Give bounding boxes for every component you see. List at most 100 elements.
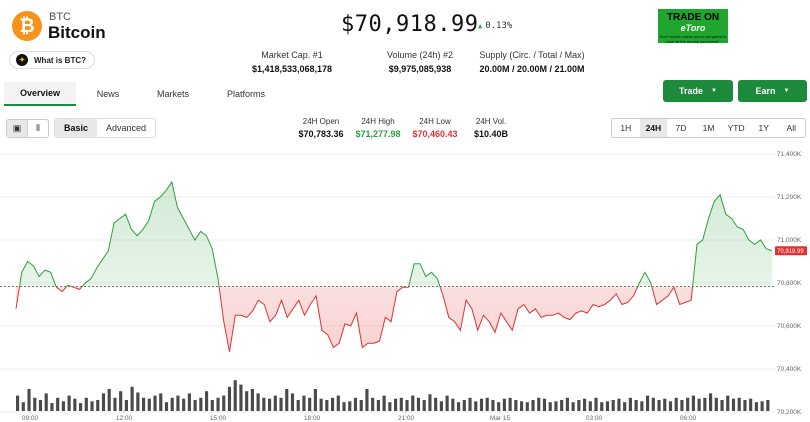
y-tick-label: 70,800K [777, 280, 802, 287]
volume-bar [348, 401, 352, 411]
volume-bars [16, 380, 770, 411]
volume-bar [353, 397, 358, 411]
volume-bar [571, 402, 575, 411]
volume-bar [21, 402, 25, 411]
market-cap-stat: Market Cap. #1 $1,418,533,068,178 [236, 50, 348, 74]
volume-bar [84, 397, 88, 411]
volume-bar [577, 400, 581, 411]
volume-bar [124, 400, 128, 411]
range-24h[interactable]: 24H [639, 119, 668, 137]
volume-bar [405, 400, 409, 411]
y-tick-label: 70,600K [777, 323, 802, 330]
volume-bar [565, 397, 569, 411]
range-ytd[interactable]: YTD [727, 123, 745, 133]
vol-value: $10.40B [473, 129, 509, 139]
volume-bar [273, 395, 277, 411]
volume-bar [737, 397, 741, 411]
y-tick-label: 70,200K [777, 409, 802, 416]
coin-symbol: BTC [49, 11, 71, 23]
price-change: ▲ 0.13% [478, 21, 512, 31]
volume-bar [439, 401, 443, 411]
volume-stat: Volume (24h) #2 $9,975,085,938 [364, 50, 476, 74]
trade-label: Trade [679, 86, 704, 96]
earn-button[interactable]: Earn ▼ [738, 80, 807, 102]
volume-bar [754, 402, 758, 411]
advanced-mode-button[interactable]: Advanced [106, 123, 147, 133]
y-tick-label: 71,400K [777, 151, 802, 158]
x-tick-label: 15:00 [210, 415, 227, 422]
tab-overview[interactable]: Overview [4, 82, 76, 106]
volume-bar [394, 398, 398, 411]
volume-bar [491, 400, 495, 411]
low-stat: 24H Low $70,460.43 [405, 117, 465, 139]
up-arrow-icon: ▲ [478, 22, 483, 30]
volume-bar [279, 397, 283, 411]
volume-bar [222, 395, 226, 411]
volume-bar [714, 397, 718, 411]
volume-24h-stat: 24H Vol. $10.40B [466, 117, 516, 139]
candlestick-icon[interactable]: ⫴ [36, 123, 40, 133]
volume-bar [119, 391, 123, 411]
volume-bar [336, 395, 340, 411]
range-7d[interactable]: 7D [675, 123, 687, 133]
volume-bar [600, 402, 604, 411]
range-1y[interactable]: 1Y [758, 123, 769, 133]
volume-bar [331, 397, 335, 411]
volume-bar [193, 400, 197, 411]
volume-bar [302, 395, 306, 411]
volume-bar [147, 398, 151, 411]
bitcoin-logo-icon: ₿ [12, 11, 42, 41]
volume-bar [485, 397, 489, 411]
volume-bar [164, 402, 169, 411]
low-label: 24H Low [419, 117, 451, 126]
volume-bar [720, 400, 724, 411]
volume-bar [674, 397, 678, 411]
volume-bar [680, 400, 684, 411]
volume-bar [554, 401, 558, 411]
x-tick-label: 03:00 [586, 415, 603, 422]
volume-bar [640, 401, 644, 411]
volume-bar [239, 384, 243, 411]
line-chart-icon[interactable]: ▣ [7, 120, 28, 137]
volume-bar [399, 397, 403, 411]
volume-bar [462, 400, 466, 411]
tab-news[interactable]: News [96, 89, 120, 99]
what-is-button[interactable]: ✦ What is BTC? [9, 51, 95, 69]
volume-bar [657, 400, 661, 411]
volume-bar [628, 397, 632, 411]
volume-bar [27, 389, 31, 411]
volume-bar [766, 400, 770, 411]
x-tick-label: 09:00 [22, 415, 39, 422]
y-axis: 71,400K 71,200K 71,000K 70,800K 70,600K 70,40… [777, 151, 802, 416]
trade-button[interactable]: Trade ▼ [663, 80, 733, 102]
volume-bar [382, 395, 386, 411]
volume-bar [583, 398, 587, 411]
y-tick-label: 71,000K [777, 237, 802, 244]
x-tick-label: Mar 15 [490, 415, 511, 422]
volume-bar [548, 402, 552, 411]
range-1h[interactable]: 1H [620, 123, 632, 133]
volume-bar [651, 397, 655, 411]
basic-mode-button[interactable]: Basic [55, 119, 98, 137]
volume-bar [594, 397, 598, 411]
open-label: 24H Open [302, 117, 340, 126]
range-all[interactable]: All [786, 123, 796, 133]
volume-bar [474, 401, 478, 411]
volume-bar [67, 395, 71, 411]
etoro-ad-banner[interactable]: TRADE ON eToro Don't invest unless you'r… [658, 9, 728, 44]
range-1m[interactable]: 1M [702, 123, 715, 133]
tab-platforms[interactable]: Platforms [226, 89, 265, 99]
volume-bar [588, 401, 592, 411]
volume-bar [187, 393, 191, 411]
area-above-open [19, 181, 772, 287]
current-price: $70,918.99 [341, 12, 479, 37]
price-chart[interactable]: 71,400K 71,200K 71,000K 70,800K 70,600K 70,40… [0, 148, 810, 422]
volume-bar [308, 397, 312, 411]
volume-bar [365, 389, 369, 411]
price-area [16, 181, 772, 352]
volume-bar [233, 380, 237, 411]
volume-bar [623, 402, 627, 411]
tab-markets[interactable]: Markets [156, 89, 189, 99]
x-tick-label: 06:00 [680, 415, 697, 422]
volume-bar [416, 397, 421, 411]
